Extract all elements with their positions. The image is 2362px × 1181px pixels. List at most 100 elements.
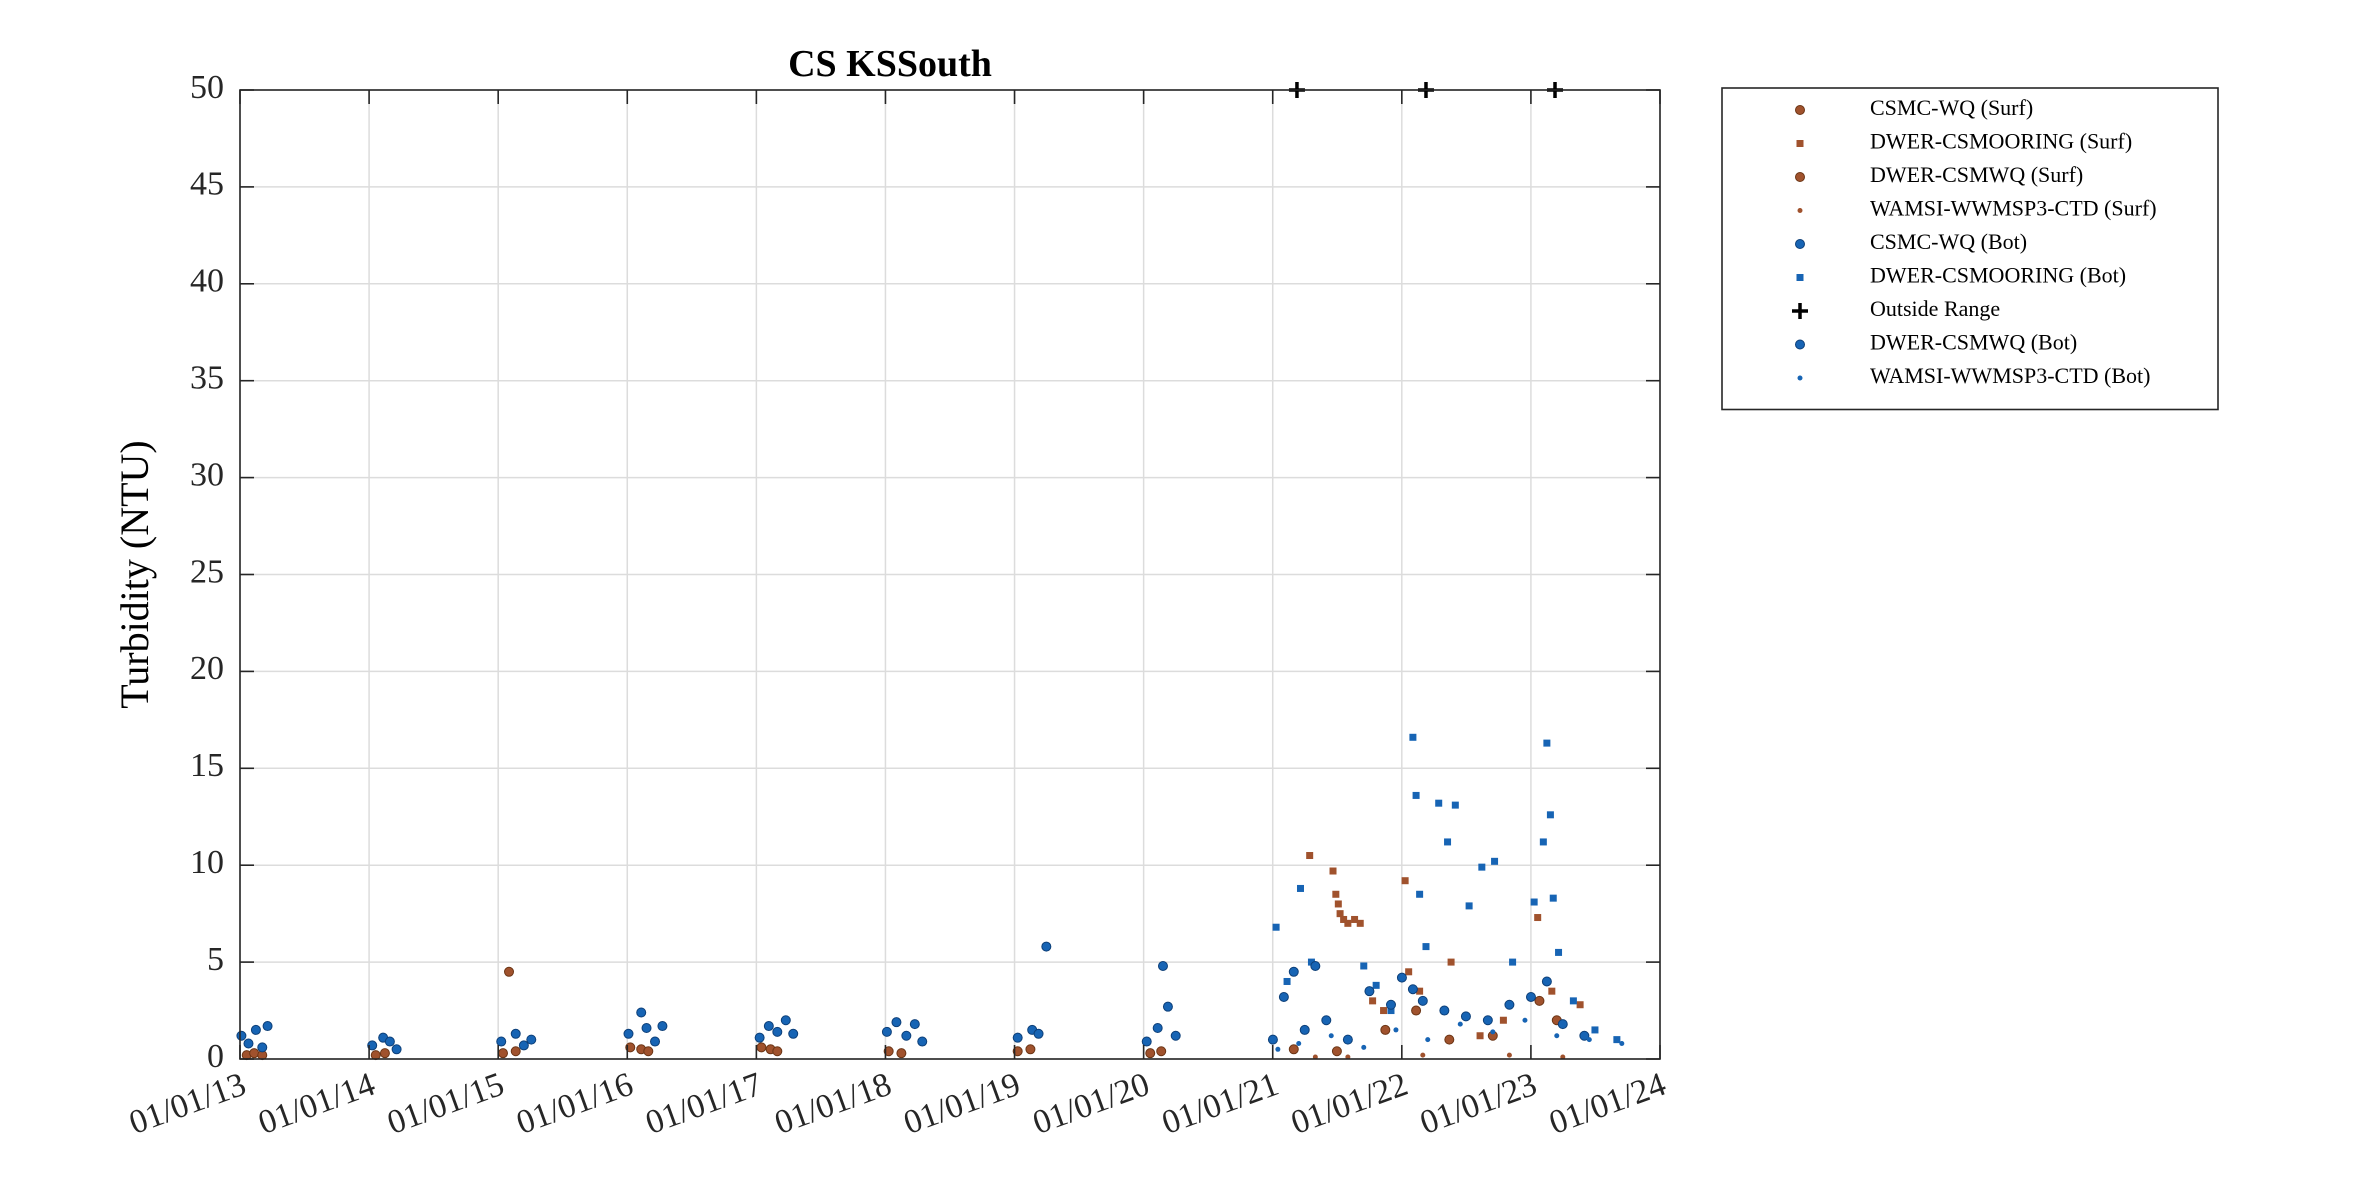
data-point	[1364, 986, 1375, 997]
data-point	[250, 1024, 261, 1035]
legend-entry-label: Outside Range	[1870, 296, 2000, 321]
data-point	[650, 1036, 661, 1047]
data-point	[1504, 999, 1515, 1010]
data-point	[1444, 1034, 1455, 1045]
data-point	[909, 1019, 920, 1030]
data-point	[1476, 1032, 1484, 1040]
data-point	[367, 1040, 378, 1051]
data-point	[1387, 1007, 1395, 1015]
y-tick-label: 20	[190, 650, 224, 687]
data-point	[657, 1021, 668, 1032]
data-point	[1033, 1028, 1044, 1039]
data-point	[1334, 900, 1342, 908]
data-point	[1041, 941, 1052, 952]
data-point	[1361, 1044, 1367, 1050]
legend-entry-label: DWER-CSMOORING (Surf)	[1870, 129, 2132, 154]
data-point	[236, 1030, 247, 1041]
legend-marker	[1797, 208, 1803, 213]
data-point	[1491, 857, 1499, 865]
data-point	[623, 1028, 634, 1039]
data-point	[1141, 1036, 1152, 1047]
data-point	[1451, 801, 1459, 809]
y-tick-label: 50	[190, 69, 224, 106]
data-point	[643, 1046, 654, 1057]
data-point	[1170, 1030, 1181, 1041]
data-point	[1025, 1044, 1036, 1055]
data-point	[1506, 1052, 1512, 1058]
data-point	[1543, 739, 1551, 747]
data-point	[1411, 1005, 1422, 1016]
legend-entry-label: CSMC-WQ (Surf)	[1870, 95, 2033, 120]
data-point	[1435, 799, 1443, 807]
y-tick-label: 45	[190, 166, 224, 203]
y-axis-label: Turbidity (NTU)	[112, 440, 157, 709]
legend-marker	[1792, 303, 1808, 319]
legend-box	[1721, 87, 2219, 411]
legend-entry-label: DWER-CSMWQ (Bot)	[1870, 330, 2077, 355]
data-point	[772, 1046, 783, 1057]
data-point	[1405, 968, 1413, 976]
data-point	[384, 1036, 395, 1047]
data-point	[243, 1038, 254, 1049]
y-tick-label: 10	[190, 844, 224, 881]
data-point	[1591, 1026, 1599, 1034]
data-point	[1275, 1046, 1281, 1052]
data-point	[763, 1021, 774, 1032]
y-tick-label: 5	[207, 941, 224, 978]
y-tick-label: 30	[190, 456, 224, 493]
y-axis-ticks: 0 5 10 15 20 25 30 35 40 45 50	[190, 69, 1660, 1075]
data-point	[1342, 1034, 1353, 1045]
data-point	[1331, 1046, 1342, 1057]
data-point	[1380, 1007, 1388, 1015]
data-point	[1310, 960, 1321, 971]
data-point	[891, 1017, 902, 1028]
data-point	[1012, 1046, 1023, 1057]
data-point	[1307, 958, 1315, 966]
data-point	[526, 1034, 537, 1045]
data-point	[1336, 910, 1344, 918]
data-point	[1425, 1037, 1431, 1043]
data-point	[641, 1022, 652, 1033]
data-point	[1586, 1037, 1592, 1043]
data-point	[1444, 838, 1452, 846]
legend-marker	[1795, 172, 1805, 182]
data-point	[1156, 1046, 1167, 1057]
data-point	[883, 1046, 894, 1057]
data-point	[504, 966, 515, 977]
legend-marker	[1795, 105, 1805, 115]
legend-marker	[1795, 239, 1805, 249]
data-point	[1557, 1019, 1568, 1030]
data-point	[772, 1026, 783, 1037]
data-point	[896, 1048, 907, 1059]
chart-title: CS KSSouth	[788, 43, 992, 85]
data-point	[1576, 1001, 1584, 1009]
data-point	[1539, 838, 1547, 846]
data-point	[1579, 1030, 1590, 1041]
data-point	[1401, 877, 1409, 885]
data-point	[1509, 958, 1517, 966]
data-point	[1478, 863, 1486, 871]
data-point	[1416, 890, 1424, 898]
data-point	[1447, 958, 1455, 966]
data-point	[510, 1028, 521, 1039]
data-point	[1332, 890, 1340, 898]
data-point	[1412, 791, 1420, 799]
data-point	[1272, 923, 1280, 931]
data-point	[756, 1042, 767, 1053]
y-tick-label: 25	[190, 553, 224, 590]
data-point	[262, 1021, 273, 1032]
data-point	[1288, 1044, 1299, 1055]
data-point	[1482, 1015, 1493, 1026]
legend-entry-label: WAMSI-WWMSP3-CTD (Surf)	[1870, 196, 2157, 221]
data-point	[1534, 914, 1542, 922]
data-point	[1299, 1024, 1310, 1035]
y-tick-label: 40	[190, 263, 224, 300]
data-point	[1283, 977, 1291, 985]
data-point	[1417, 995, 1428, 1006]
data-point	[780, 1015, 791, 1026]
data-point	[1393, 1027, 1399, 1033]
y-tick-label: 0	[207, 1038, 224, 1075]
legend-entry-label: CSMC-WQ (Bot)	[1870, 229, 2027, 254]
data-point	[1396, 972, 1407, 983]
